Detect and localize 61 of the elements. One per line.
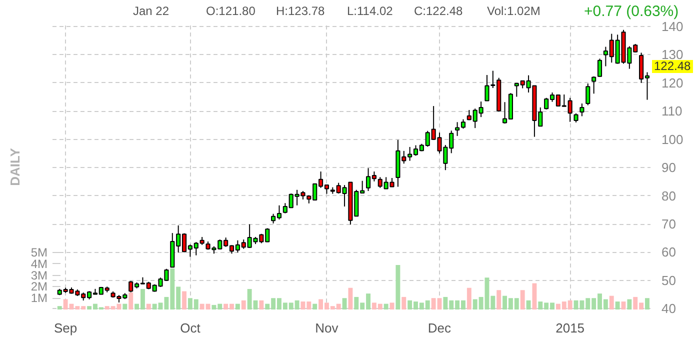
y2-tick-label: 2M	[30, 280, 48, 294]
y-tick-label: 80	[662, 188, 676, 204]
x-tick-label: Oct	[180, 320, 201, 336]
candlestick	[460, 118, 466, 130]
text: Jan 22	[133, 3, 170, 20]
x-tick-label: 2015	[556, 320, 585, 336]
bar	[609, 296, 614, 310]
y2-tick-label: 1M	[30, 291, 48, 306]
y-tick-label: 70	[662, 216, 676, 232]
candlestick	[586, 82, 590, 106]
x-tick-label: Nov	[315, 320, 339, 336]
bar	[182, 291, 186, 310]
y-tick-label: 100	[662, 132, 684, 147]
bar	[342, 298, 347, 310]
bar	[621, 302, 626, 310]
bar	[312, 304, 318, 310]
bar	[466, 288, 472, 310]
bar	[128, 292, 134, 310]
y-tick-label: 40	[662, 301, 676, 316]
bar	[390, 302, 394, 310]
bar	[235, 304, 240, 310]
x-tick-label: Sep	[54, 320, 78, 336]
text: L:114.02	[347, 3, 393, 20]
bar	[645, 298, 650, 310]
bar	[396, 265, 400, 310]
bar	[520, 290, 525, 310]
candlestick	[597, 58, 602, 78]
bar	[259, 300, 264, 310]
text: +0.77 (0.63%)	[584, 2, 679, 22]
bar	[615, 302, 620, 310]
candlestick	[455, 122, 460, 136]
bar	[627, 299, 632, 310]
bar	[241, 300, 246, 310]
y-tick-label: 110	[662, 104, 682, 119]
y-tick-label: 120	[662, 75, 684, 90]
text: Vol:1.02M	[487, 3, 540, 20]
text: 122.48	[652, 58, 693, 73]
bar	[384, 304, 388, 310]
y-tick-label: 50	[662, 272, 676, 288]
text: DAILY	[8, 148, 22, 186]
bar	[402, 296, 406, 310]
bar	[496, 290, 502, 310]
bar	[532, 283, 537, 310]
text: H:123.78	[276, 3, 325, 20]
y2-tick-label: 4M	[30, 256, 48, 271]
bar	[348, 288, 353, 310]
y-tick-label: 60	[662, 244, 676, 260]
bar	[122, 304, 128, 310]
y2-tick-label: 5M	[30, 246, 48, 260]
text: O:121.80	[206, 3, 256, 20]
x-tick-label: Dec	[428, 320, 452, 336]
y-tick-label: 140	[662, 18, 684, 34]
candlestick	[580, 103, 584, 117]
y-tick-label: 90	[662, 160, 676, 176]
bar	[146, 304, 151, 310]
bar	[57, 306, 62, 310]
bar	[526, 300, 531, 310]
y2-tick-label: 3M	[30, 268, 48, 282]
candlestick	[574, 112, 578, 123]
text: C:122.48	[414, 3, 463, 20]
candlestick	[592, 76, 596, 94]
